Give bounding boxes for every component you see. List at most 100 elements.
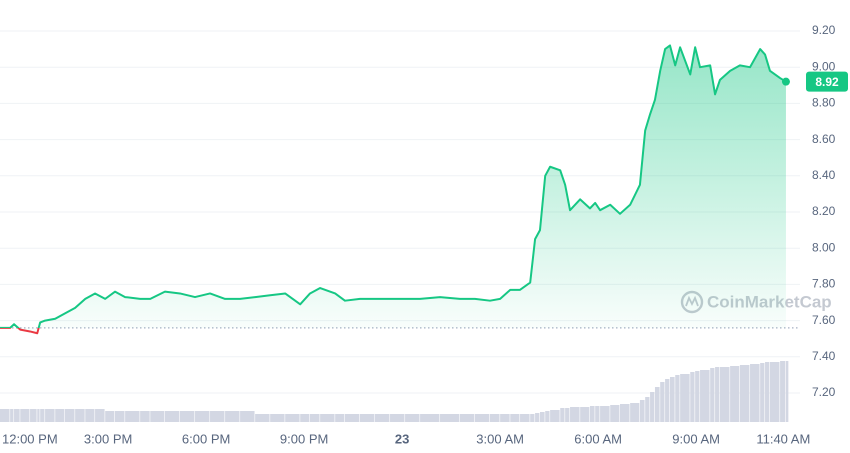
volume-bar: [589, 406, 595, 422]
volume-bar: [30, 409, 37, 422]
volume-bar: [535, 413, 540, 422]
last-price-dot: [781, 77, 790, 86]
volume-bar: [179, 411, 195, 422]
y-tick-label: 8.80: [812, 96, 836, 110]
volume-bar: [765, 362, 770, 422]
volume-bar: [255, 414, 270, 422]
volume-bar: [225, 411, 240, 422]
y-tick-label: 9.20: [812, 23, 836, 37]
volume-bar: [565, 408, 570, 422]
volume-bar: [560, 408, 565, 422]
volume-bar: [680, 374, 690, 422]
x-tick-label: 11:40 AM: [756, 431, 810, 446]
volume-bar: [10, 409, 14, 422]
volume-bar: [459, 414, 475, 422]
volume-bar: [270, 414, 285, 422]
x-tick-label: 9:00 AM: [672, 431, 720, 446]
volume-bar: [654, 387, 660, 422]
volume-bar: [125, 411, 140, 422]
volume-bar: [750, 364, 760, 422]
volume-bar: [320, 414, 335, 422]
volume-bar: [620, 404, 630, 422]
y-tick-label: 7.20: [812, 385, 836, 399]
volume-bar: [37, 409, 40, 422]
x-tick-label: 6:00 PM: [182, 431, 230, 446]
volume-bar: [539, 412, 545, 422]
volume-bar: [760, 363, 765, 422]
price-tag: [806, 71, 848, 92]
volume-bar: [140, 411, 150, 422]
volume-bar: [240, 411, 255, 422]
volume-bar: [780, 361, 786, 422]
volume-bar: [85, 409, 95, 422]
y-tick-label: 7.40: [812, 349, 836, 363]
volume-bar: [344, 414, 360, 422]
volume-bar: [530, 414, 535, 422]
volume-bar: [710, 368, 715, 422]
x-tick-label: 9:00 PM: [280, 431, 328, 446]
volume-bar: [164, 411, 180, 422]
x-tick-label: 6:00 AM: [574, 431, 622, 446]
volume-bar: [510, 414, 520, 422]
volume-bar: [440, 414, 460, 422]
volume-bar: [695, 371, 700, 422]
volume-bar: [65, 409, 75, 422]
x-tick-label: 12:00 PM: [2, 431, 58, 446]
volume-bar: [500, 414, 510, 422]
volume-bar: [420, 414, 440, 422]
x-tick-label: 23: [395, 431, 409, 446]
volume-bar: [550, 410, 560, 422]
volume-bar: [45, 409, 55, 422]
volume-bar: [719, 367, 730, 422]
volume-bar: [595, 406, 600, 422]
volume-bar: [310, 414, 320, 422]
volume-bar: [195, 411, 210, 422]
volume-bar: [405, 414, 420, 422]
volume-bar: [665, 379, 670, 422]
volume-bar: [639, 400, 645, 422]
volume-bar: [489, 414, 500, 422]
volume-bar: [730, 366, 740, 422]
volume-bar: [650, 392, 655, 422]
price-tag-label: 8.92: [815, 75, 839, 89]
volume-bar: [359, 414, 375, 422]
volume-bar: [630, 403, 640, 422]
volume-bar: [660, 382, 665, 422]
volume-bar: [610, 405, 620, 422]
volume-bar: [285, 414, 300, 422]
volume-bar: [0, 409, 10, 422]
volume-bar: [335, 414, 345, 422]
volume-bar: [375, 414, 390, 422]
y-tick-label: 8.60: [812, 132, 836, 146]
volume-bar: [600, 406, 610, 422]
volume-bar: [210, 411, 225, 422]
volume-bar: [105, 411, 115, 422]
price-line: [0, 44, 787, 335]
y-tick-label: 8.20: [812, 204, 836, 218]
volume-bar: [14, 409, 20, 422]
volume-bar: [675, 375, 680, 422]
volume-bar: [545, 411, 550, 422]
volume-bar: [769, 362, 780, 422]
volume-bar: [785, 361, 789, 422]
volume-bar: [300, 414, 310, 422]
volume-bar: [580, 407, 590, 422]
volume-bar: [715, 367, 720, 422]
volume-bar: [150, 411, 165, 422]
y-tick-label: 8.40: [812, 168, 836, 182]
volume-bar: [40, 409, 45, 422]
volume-bar: [700, 370, 710, 422]
y-tick-label: 7.80: [812, 277, 836, 291]
x-tick-label: 3:00 AM: [476, 431, 524, 446]
volume-bar: [55, 409, 65, 422]
volume-bar: [645, 397, 650, 422]
price-area: [0, 45, 786, 334]
volume-bar: [520, 414, 530, 422]
volume-bar: [669, 377, 675, 422]
volume-bar: [690, 372, 695, 422]
volume-bar: [739, 365, 750, 422]
volume-bar: [474, 414, 490, 422]
y-tick-label: 7.60: [812, 313, 836, 327]
y-tick-label: 8.00: [812, 240, 836, 254]
volume-bar: [570, 407, 580, 422]
